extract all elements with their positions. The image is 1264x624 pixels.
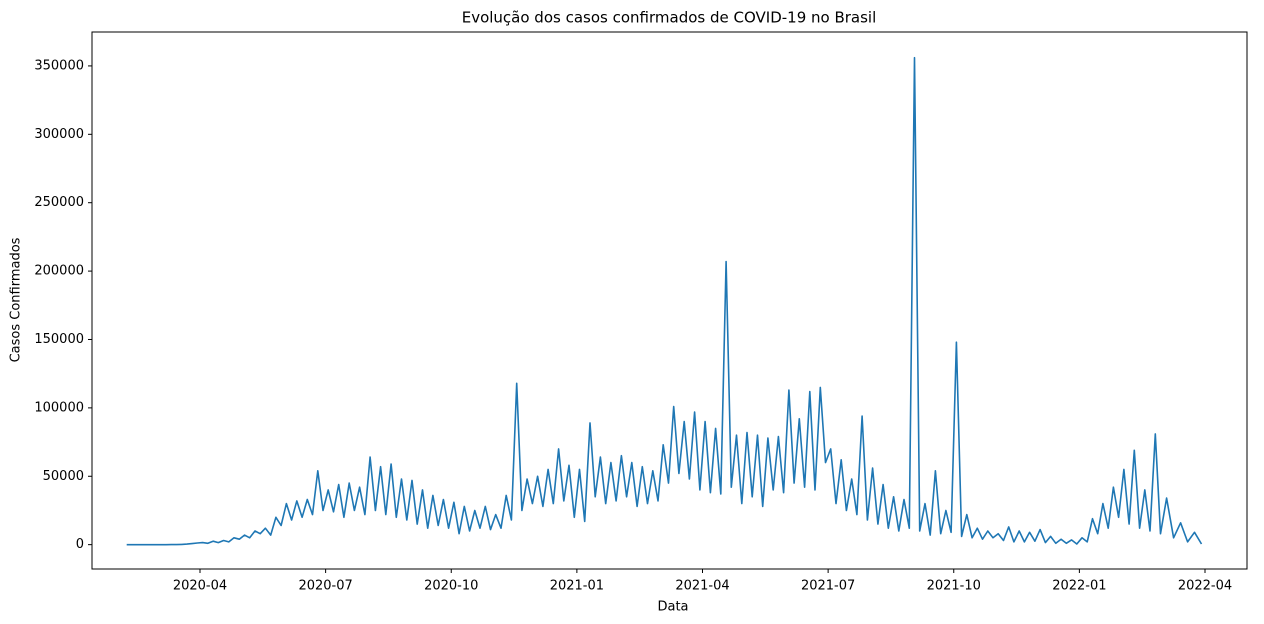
y-tick-label: 50000 xyxy=(43,469,84,484)
x-tick-label: 2020-10 xyxy=(424,579,478,594)
x-tick-label: 2022-04 xyxy=(1178,579,1232,594)
x-tick-label: 2021-10 xyxy=(927,579,981,594)
axes-frame xyxy=(91,31,1248,570)
y-tick-label: 250000 xyxy=(34,195,84,210)
x-axis-label: Data xyxy=(657,600,688,615)
y-tick-label: 200000 xyxy=(34,264,84,279)
x-tick-label: 2020-04 xyxy=(173,579,227,594)
x-tick-label: 2020-07 xyxy=(298,579,352,594)
y-axis-label: Casos Confirmados xyxy=(9,237,24,362)
y-tick-label: 150000 xyxy=(34,332,84,347)
x-tick-label: 2022-01 xyxy=(1052,579,1106,594)
chart-title: Evolução dos casos confirmados de COVID-… xyxy=(462,9,877,27)
x-tick-label: 2021-01 xyxy=(550,579,604,594)
y-tick-label: 100000 xyxy=(34,400,84,415)
y-tick-label: 0 xyxy=(76,537,84,552)
y-tick-label: 300000 xyxy=(34,127,84,142)
y-tick-label: 350000 xyxy=(34,58,84,73)
data-line xyxy=(126,56,1203,546)
x-tick-label: 2021-07 xyxy=(801,579,855,594)
x-tick-label: 2021-04 xyxy=(675,579,729,594)
